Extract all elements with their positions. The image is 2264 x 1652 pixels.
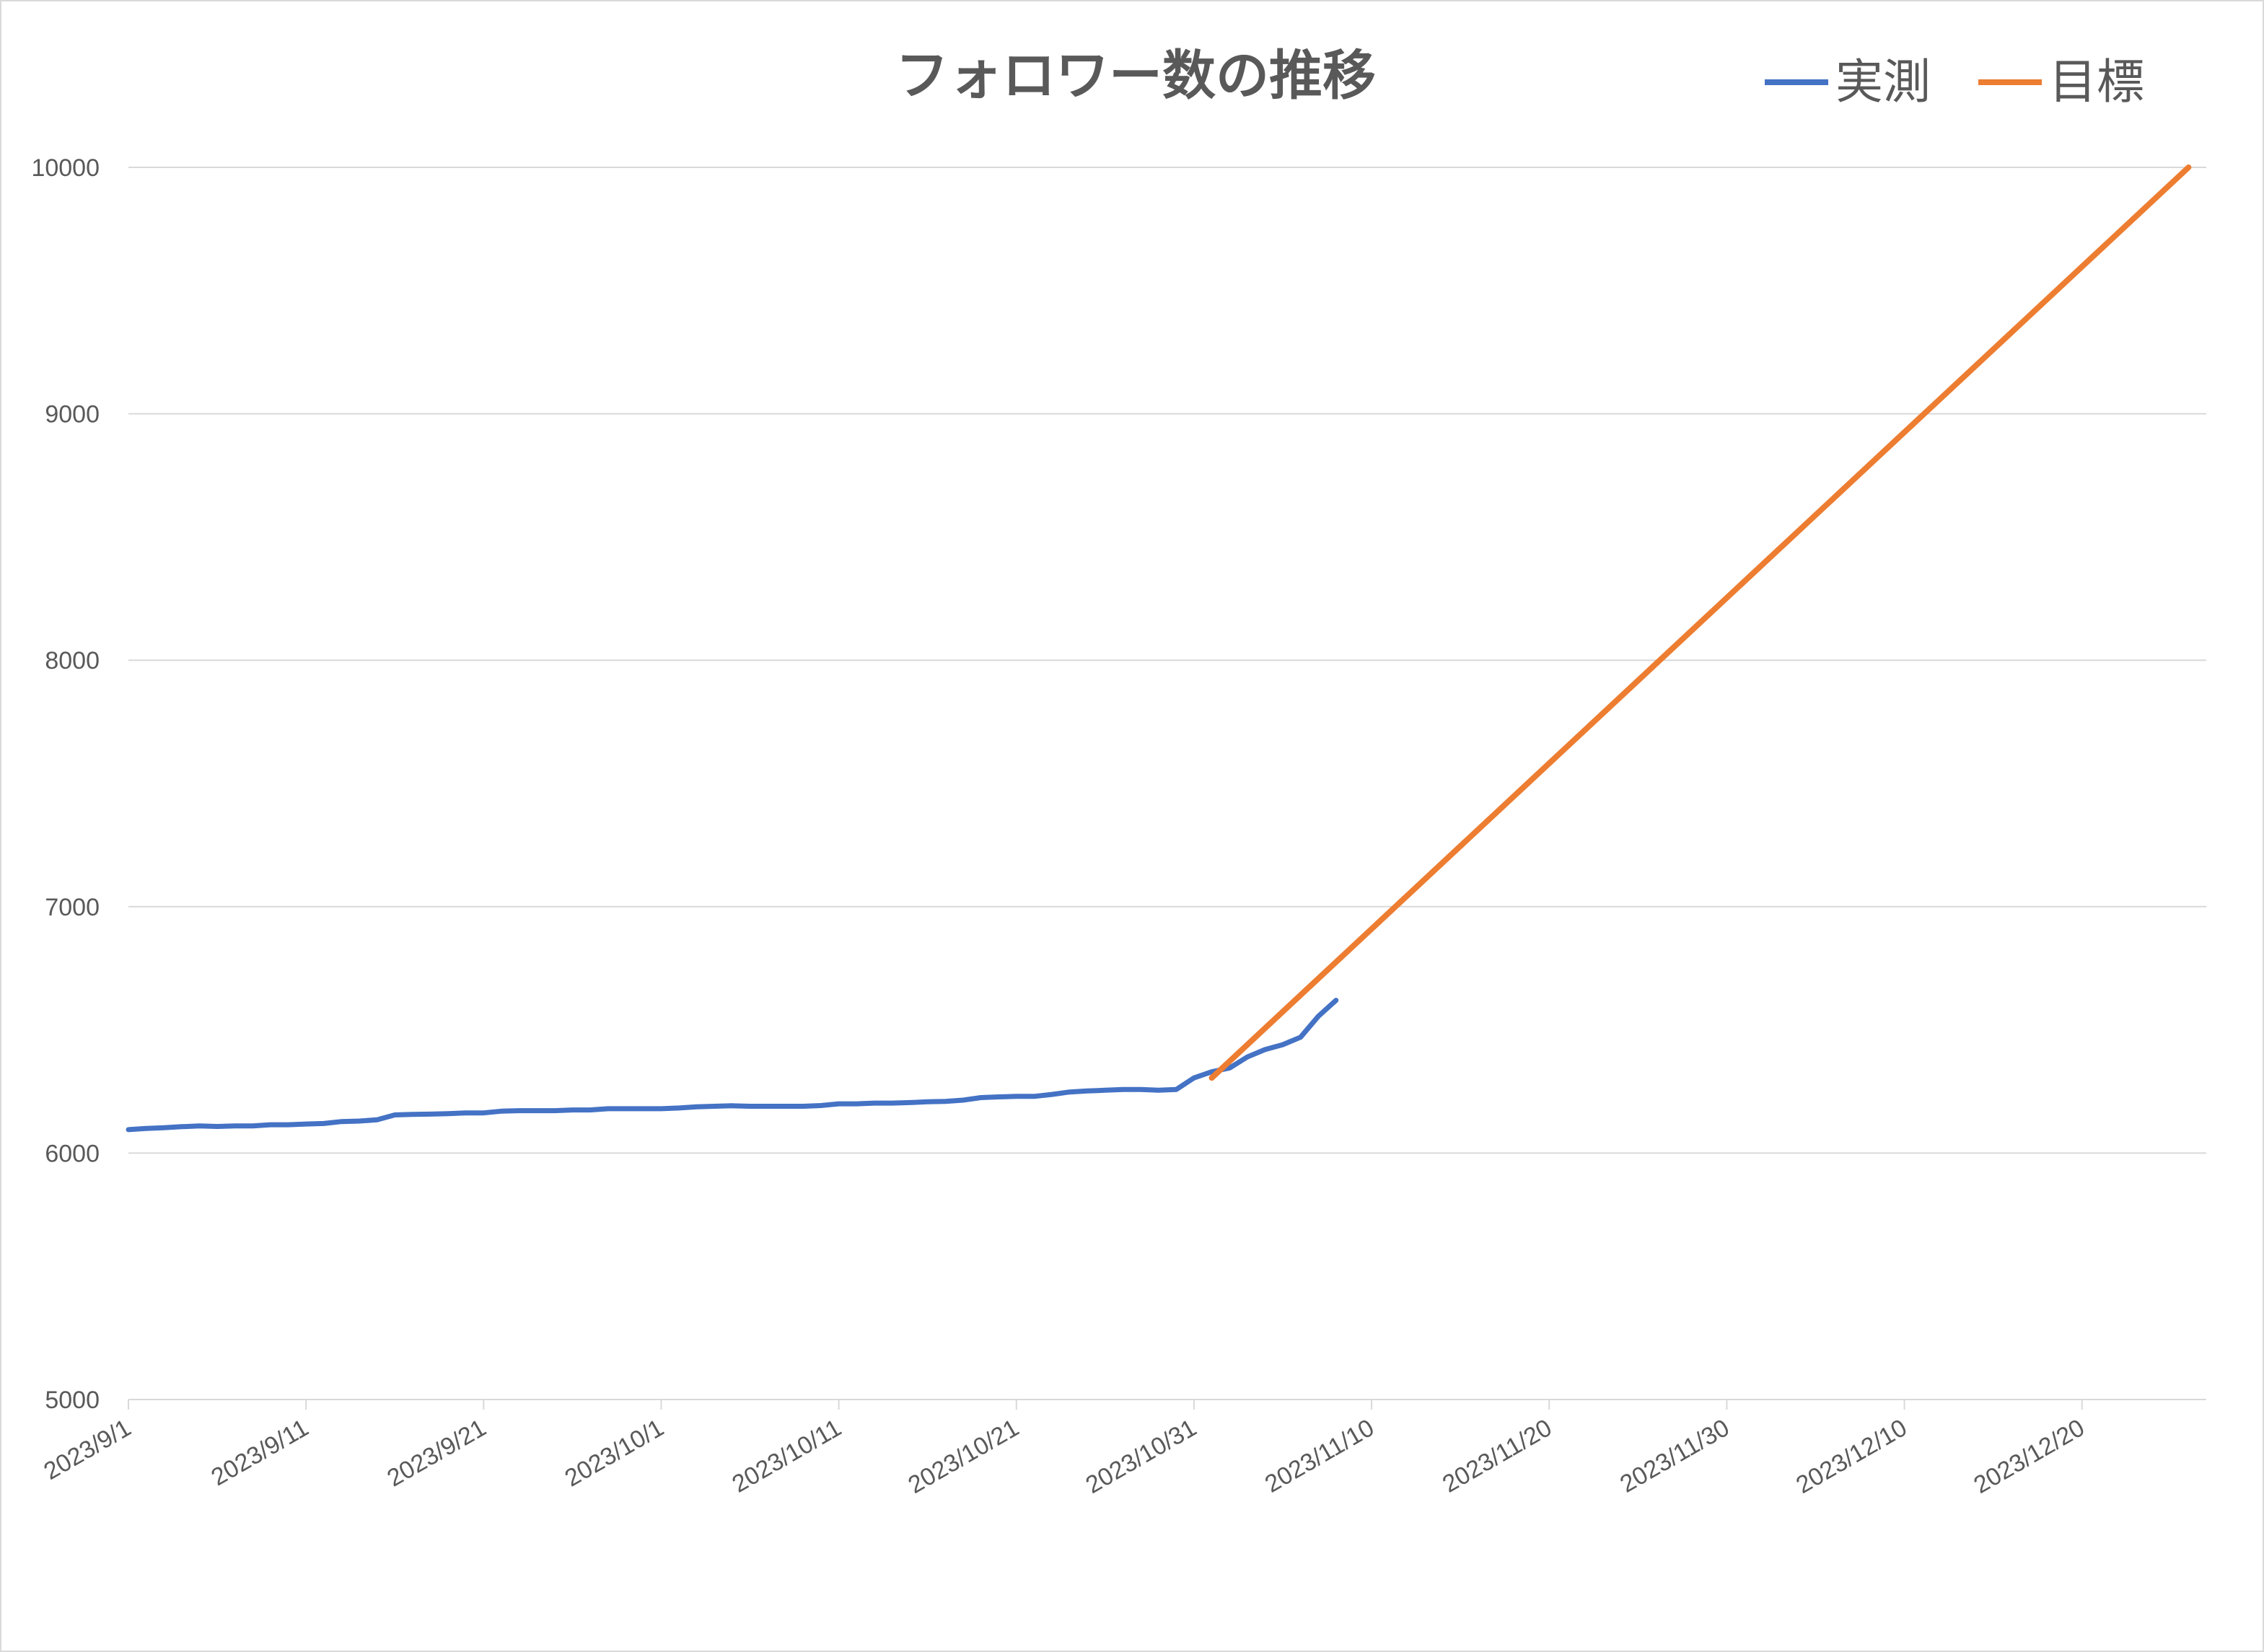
x-tick-label: 2023/10/21: [903, 1414, 1023, 1499]
x-tick-label: 2023/9/11: [206, 1414, 313, 1491]
x-tick-label: 2023/11/30: [1615, 1414, 1734, 1498]
x-tick-label: 2023/9/21: [382, 1414, 491, 1493]
y-tick-label: 7000: [45, 894, 100, 921]
y-tick-label: 6000: [45, 1140, 100, 1167]
series-line-target: [1208, 164, 2192, 1081]
x-tick-label: 2023/12/10: [1791, 1414, 1911, 1499]
x-axis: 2023/9/1 2023/9/11 2023/9/21 2023/10/1 2023/…: [39, 1399, 2206, 1499]
legend: 実測 目標: [1765, 54, 2144, 110]
chart-title: フォロワー数の推移: [895, 45, 1376, 107]
x-tick-label: 2023/10/31: [1081, 1414, 1201, 1499]
y-tick-label: 8000: [45, 647, 100, 675]
series-lines: [126, 164, 2192, 1133]
gridlines: [128, 167, 2206, 1154]
y-axis: 5000 6000 7000 8000 9000 10000: [31, 154, 100, 1414]
legend-label-target: 目標: [2049, 54, 2144, 110]
x-tick-label: 2023/9/1: [39, 1414, 136, 1485]
legend-label-actual: 実測: [1835, 54, 1931, 110]
y-tick-label: 5000: [45, 1387, 100, 1414]
x-tick-label: 2023/11/20: [1438, 1414, 1556, 1498]
y-tick-label: 10000: [31, 154, 100, 182]
x-tick-label: 2023/11/10: [1260, 1414, 1379, 1498]
y-tick-label: 9000: [45, 401, 100, 429]
x-tick-label: 2023/12/20: [1969, 1414, 2089, 1499]
series-line-actual: [126, 998, 1339, 1133]
x-tick-label: 2023/10/11: [727, 1414, 846, 1498]
x-tick-label: 2023/10/1: [560, 1414, 668, 1493]
